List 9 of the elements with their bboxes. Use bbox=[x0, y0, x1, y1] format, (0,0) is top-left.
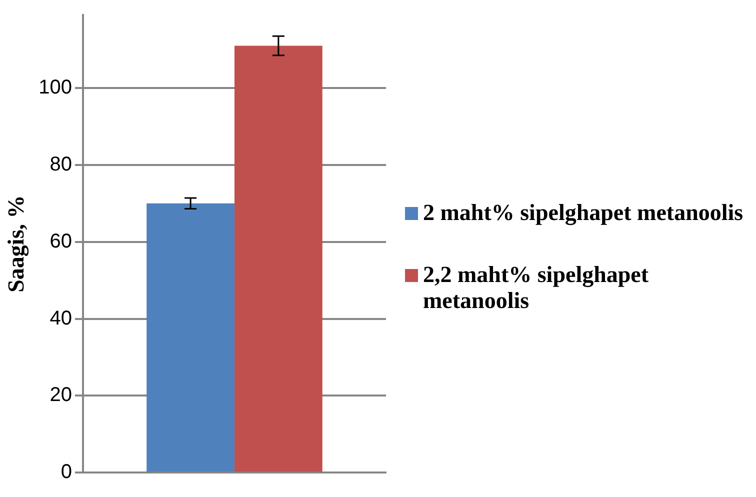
y-tick-label: 20 bbox=[50, 384, 72, 406]
legend-label: 2,2 maht% sipelghapet metanoolis bbox=[423, 262, 650, 314]
y-tick-label: 100 bbox=[38, 76, 72, 99]
y-tick-label: 40 bbox=[50, 307, 72, 330]
y-tick-label: 80 bbox=[50, 153, 72, 176]
y-axis-title: Saagis, % bbox=[4, 195, 30, 292]
y-tick-label: 60 bbox=[50, 230, 72, 252]
y-tick-label: 0 bbox=[60, 461, 72, 484]
legend-label: 2 maht% sipelghapet metanoolis bbox=[423, 200, 744, 226]
